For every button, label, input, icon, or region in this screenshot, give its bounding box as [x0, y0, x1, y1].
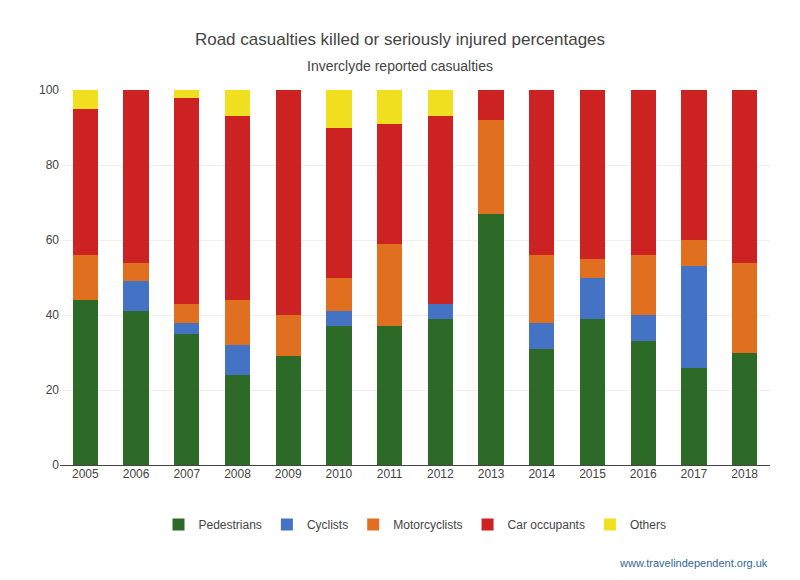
svg-text:Inverclyde reported casualties: Inverclyde reported casualties: [307, 58, 493, 74]
svg-text:40: 40: [46, 308, 60, 322]
svg-text:Motorcyclists: Motorcyclists: [393, 518, 462, 532]
svg-text:www.travelindependent.org.uk: www.travelindependent.org.uk: [619, 557, 768, 569]
svg-text:Pedestrians: Pedestrians: [199, 518, 262, 532]
svg-text:2011: 2011: [377, 467, 403, 481]
svg-text:2017: 2017: [681, 467, 708, 481]
svg-text:2014: 2014: [528, 467, 555, 481]
svg-text:2008: 2008: [224, 467, 251, 481]
svg-text:100: 100: [39, 83, 59, 97]
svg-text:2012: 2012: [427, 467, 454, 481]
svg-text:80: 80: [46, 158, 60, 172]
svg-text:0: 0: [52, 458, 59, 472]
svg-text:Others: Others: [630, 518, 666, 532]
svg-text:2018: 2018: [731, 467, 758, 481]
svg-text:Car occupants: Car occupants: [508, 518, 585, 532]
svg-text:2016: 2016: [630, 467, 657, 481]
svg-text:60: 60: [46, 233, 60, 247]
svg-text:2007: 2007: [173, 467, 200, 481]
svg-text:Cyclists: Cyclists: [307, 518, 348, 532]
svg-text:2005: 2005: [72, 467, 99, 481]
svg-text:2009: 2009: [275, 467, 302, 481]
svg-text:2015: 2015: [579, 467, 606, 481]
svg-text:2013: 2013: [478, 467, 505, 481]
svg-text:2010: 2010: [326, 467, 353, 481]
svg-text:2006: 2006: [123, 467, 150, 481]
svg-text:20: 20: [46, 383, 60, 397]
svg-text:Road casualties killed or seri: Road casualties killed or seriously inju…: [195, 30, 605, 49]
